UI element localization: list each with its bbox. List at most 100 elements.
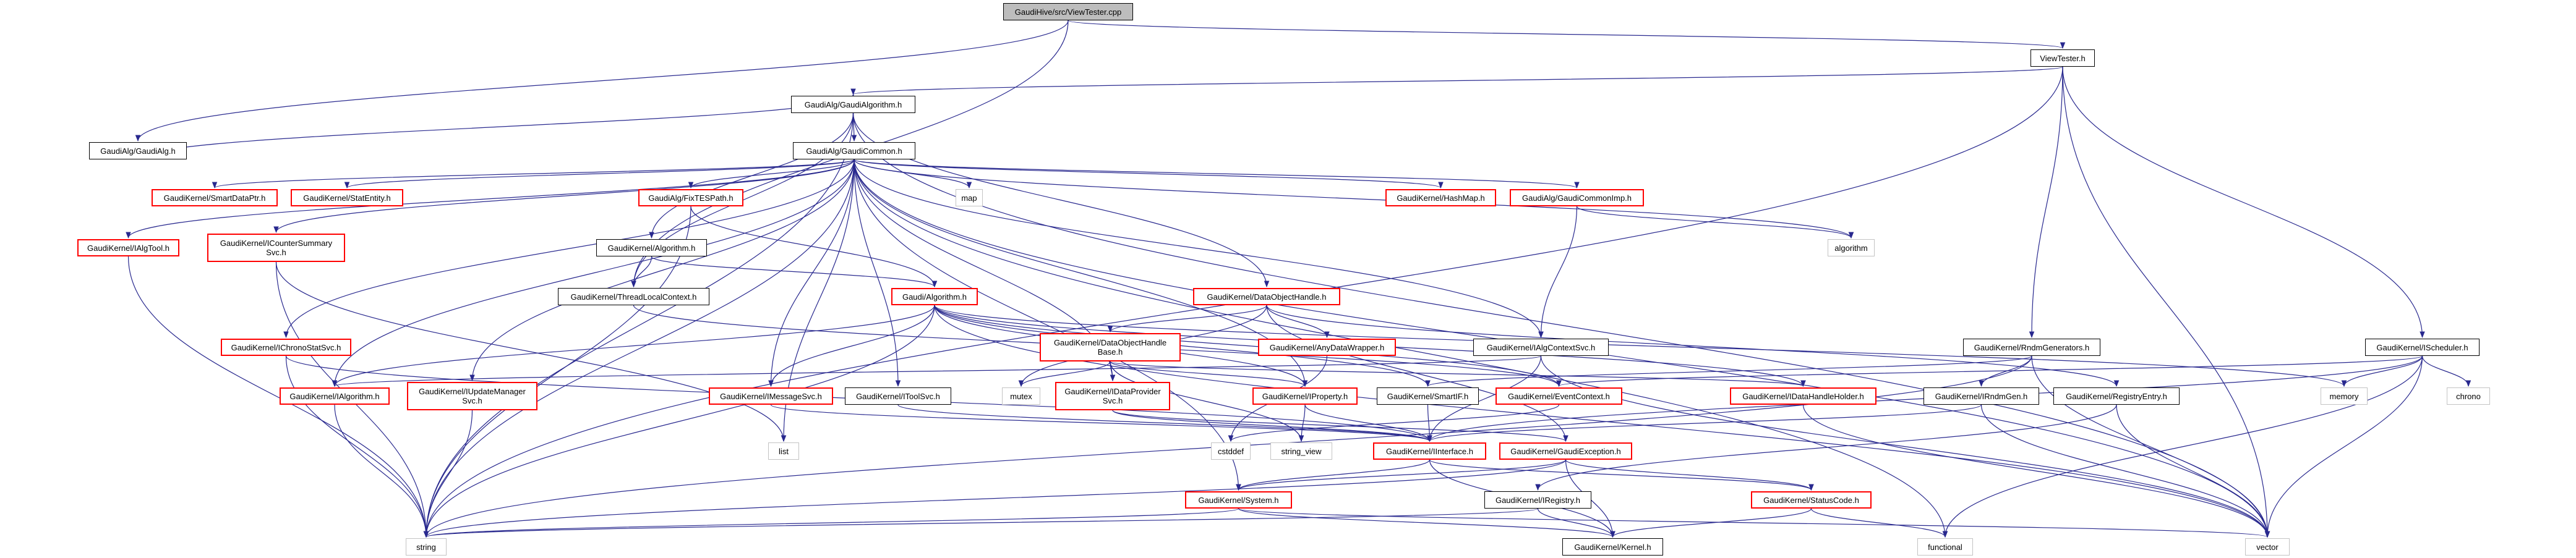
- edge-fixtespath-to-string: [423, 206, 691, 538]
- node-label: map: [961, 193, 977, 203]
- node-gaudi-algorithm[interactable]: Gaudi/Algorithm.h: [891, 288, 978, 305]
- edge-gaudialg-to-gaudialgorithm: [137, 93, 856, 160]
- node-label: GaudiKernel/RegistryEntry.h: [2066, 391, 2167, 401]
- node-label: Base.h: [1097, 347, 1123, 357]
- node-label: GaudiKernel/IChronoStatSvc.h: [231, 342, 341, 352]
- node-ischeduler[interactable]: GaudiKernel/IScheduler.h: [2365, 339, 2480, 356]
- edge-systemh-to-vector: [1238, 508, 2270, 538]
- node-label: string: [416, 542, 436, 552]
- node-registryentry[interactable]: GaudiKernel/RegistryEntry.h: [2053, 387, 2180, 405]
- node-irndmgen[interactable]: GaudiKernel/IRndmGen.h: [1923, 387, 2039, 405]
- edge-dataobjecthandle-to-dataobjecthandlebase: [1107, 305, 1267, 333]
- edge-iinterface-to-systemh: [1236, 459, 1431, 491]
- node-smartif[interactable]: GaudiKernel/SmartIF.h: [1377, 387, 1479, 405]
- edge-iproperty-to-iinterface: [1304, 404, 1432, 442]
- edge-gaudialgorithm-to-string: [423, 112, 854, 538]
- node-itoolsvc[interactable]: GaudiKernel/IToolSvc.h: [845, 387, 951, 405]
- node-gaudicommon[interactable]: GaudiAlg/GaudiCommon.h: [793, 142, 915, 159]
- node-label: GaudiKernel/IToolSvc.h: [856, 391, 940, 401]
- edge-ialgorithm-to-string: [334, 404, 429, 538]
- node-label: GaudiAlg/GaudiAlg.h: [100, 146, 176, 156]
- node-label: GaudiKernel/RndmGenerators.h: [1974, 342, 2090, 352]
- node-gaudialg[interactable]: GaudiAlg/GaudiAlg.h: [89, 142, 187, 159]
- node-kernel[interactable]: GaudiKernel/Kernel.h: [1562, 538, 1663, 556]
- node-eventcontext[interactable]: GaudiKernel/EventContext.h: [1496, 387, 1622, 405]
- edge-gaudicommon-to-fixtespath: [688, 159, 855, 189]
- node-threadlocalcontext[interactable]: GaudiKernel/ThreadLocalContext.h: [558, 288, 709, 305]
- node-icountersummarysvc[interactable]: GaudiKernel/ICounterSummary Svc.h: [207, 234, 345, 262]
- edge-gaudiexception-to-string: [424, 459, 1567, 538]
- node-systemh[interactable]: GaudiKernel/System.h: [1185, 491, 1292, 509]
- node-ialgcontextsvc[interactable]: GaudiKernel/IAlgContextSvc.h: [1473, 339, 1609, 356]
- edge-fixtespath-to-gaudi-algorithm: [690, 206, 938, 288]
- node-idataprovidersvc[interactable]: GaudiKernel/IDataProvider Svc.h: [1055, 382, 1170, 410]
- node-ialgtool[interactable]: GaudiKernel/IAlgTool.h: [77, 239, 179, 256]
- node-ichronostatsvc[interactable]: GaudiKernel/IChronoStatSvc.h: [221, 339, 351, 356]
- node-imessagesvc[interactable]: GaudiKernel/IMessageSvc.h: [709, 387, 833, 405]
- node-idatahandleholder[interactable]: GaudiKernel/IDataHandleHolder.h: [1730, 387, 1876, 405]
- node-iproperty[interactable]: GaudiKernel/IProperty.h: [1252, 387, 1358, 405]
- edge-gk-algorithm-to-gaudi-algorithm: [651, 256, 938, 288]
- node-label: mutex: [1010, 391, 1032, 401]
- node-gk-algorithm[interactable]: GaudiKernel/Algorithm.h: [596, 239, 707, 256]
- node-gaudialgorithm[interactable]: GaudiAlg/GaudiAlgorithm.h: [791, 96, 915, 113]
- edge-gaudicommon-to-itoolsvc: [854, 159, 901, 387]
- node-anydatawrapper[interactable]: GaudiKernel/AnyDataWrapper.h: [1258, 339, 1396, 356]
- edge-ischeduler-to-memory: [2341, 355, 2423, 387]
- node-label: GaudiKernel/GaudiException.h: [1510, 446, 1621, 456]
- edge-gaudicommon-to-ialgtool: [126, 159, 855, 239]
- node-iinterface[interactable]: GaudiKernel/IInterface.h: [1373, 442, 1486, 460]
- node-label: Svc.h: [266, 248, 286, 257]
- edge-viewtester-h-to-rndmgenerators: [2029, 66, 2063, 339]
- edge-gaudicommon-to-string: [423, 159, 855, 538]
- edge-gaudi-algorithm-to-eventcontext: [934, 305, 1562, 387]
- node-vector: vector: [2245, 538, 2290, 556]
- node-hashmap[interactable]: GaudiKernel/HashMap.h: [1385, 189, 1496, 206]
- node-label: ViewTester.h: [2040, 53, 2086, 63]
- node-dataobjecthandle[interactable]: GaudiKernel/DataObjectHandle.h: [1193, 288, 1340, 305]
- edge-rndmgenerators-to-vector: [2031, 355, 2270, 538]
- node-gaudicommonimp[interactable]: GaudiAlg/GaudiCommonImp.h: [1510, 189, 1644, 206]
- edge-gaudicommon-to-functional: [854, 159, 1948, 538]
- edge-imessagesvc-to-iinterface: [770, 404, 1432, 442]
- node-iupdatemanagersvc[interactable]: GaudiKernel/IUpdateManager Svc.h: [407, 382, 537, 410]
- node-viewtester-h[interactable]: ViewTester.h: [2030, 49, 2095, 67]
- edge-idatahandleholder-to-vector: [1802, 404, 2270, 538]
- node-statuscode[interactable]: GaudiKernel/StatusCode.h: [1751, 491, 1872, 509]
- node-gaudiexception[interactable]: GaudiKernel/GaudiException.h: [1499, 442, 1632, 460]
- node-mutex: mutex: [1002, 387, 1040, 405]
- node-label: GaudiKernel/StatEntity.h: [303, 193, 391, 203]
- node-algorithm-std: algorithm: [1828, 239, 1875, 256]
- node-label: cstddef: [1218, 446, 1244, 456]
- node-label: GaudiKernel/IDataHandleHolder.h: [1742, 391, 1864, 401]
- node-label: GaudiKernel/IUpdateManager: [419, 387, 526, 396]
- node-label: GaudiKernel/IRndmGen.h: [1935, 391, 2028, 401]
- node-label: GaudiKernel/SmartDataPtr.h: [163, 193, 266, 203]
- edge-gaudicommon-to-iupdatemanagersvc: [469, 159, 855, 382]
- node-label: GaudiKernel/IAlgTool.h: [87, 243, 169, 253]
- node-dataobjecthandlebase[interactable]: GaudiKernel/DataObjectHandle Base.h: [1040, 333, 1181, 361]
- node-label: GaudiAlg/FixTESPath.h: [648, 193, 734, 203]
- edge-ischeduler-to-chrono: [2421, 355, 2471, 387]
- edge-registryentry-to-iregistry: [1535, 404, 2117, 491]
- edge-gaudicommon-to-icountersummarysvc: [273, 159, 855, 234]
- node-iregistry[interactable]: GaudiKernel/IRegistry.h: [1484, 491, 1591, 509]
- node-label: GaudiKernel/ThreadLocalContext.h: [570, 292, 697, 302]
- edge-gk-algorithm-to-threadlocalcontext: [631, 256, 653, 288]
- node-list: list: [768, 442, 799, 460]
- node-label: GaudiKernel/System.h: [1198, 495, 1279, 505]
- edge-gaudicommon-to-ialgorithm: [332, 159, 855, 387]
- node-rndmgenerators[interactable]: GaudiKernel/RndmGenerators.h: [1963, 339, 2100, 356]
- node-label: GaudiKernel/ICounterSummary: [220, 239, 333, 248]
- edge-iupdatemanagersvc-to-string: [423, 410, 473, 538]
- node-label: GaudiKernel/IScheduler.h: [2376, 342, 2468, 352]
- node-fixtespath[interactable]: GaudiAlg/FixTESPath.h: [638, 189, 743, 206]
- node-statentity[interactable]: GaudiKernel/StatEntity.h: [291, 189, 403, 206]
- node-label: GaudiKernel/Kernel.h: [1574, 542, 1651, 552]
- node-label: GaudiKernel/DataObjectHandle.h: [1207, 292, 1327, 302]
- node-ialgorithm[interactable]: GaudiKernel/IAlgorithm.h: [280, 387, 390, 405]
- edge-icountersummarysvc-to-list: [275, 261, 787, 442]
- node-label: GaudiKernel/IMessageSvc.h: [720, 391, 822, 401]
- node-smartdataptr[interactable]: GaudiKernel/SmartDataPtr.h: [152, 189, 278, 206]
